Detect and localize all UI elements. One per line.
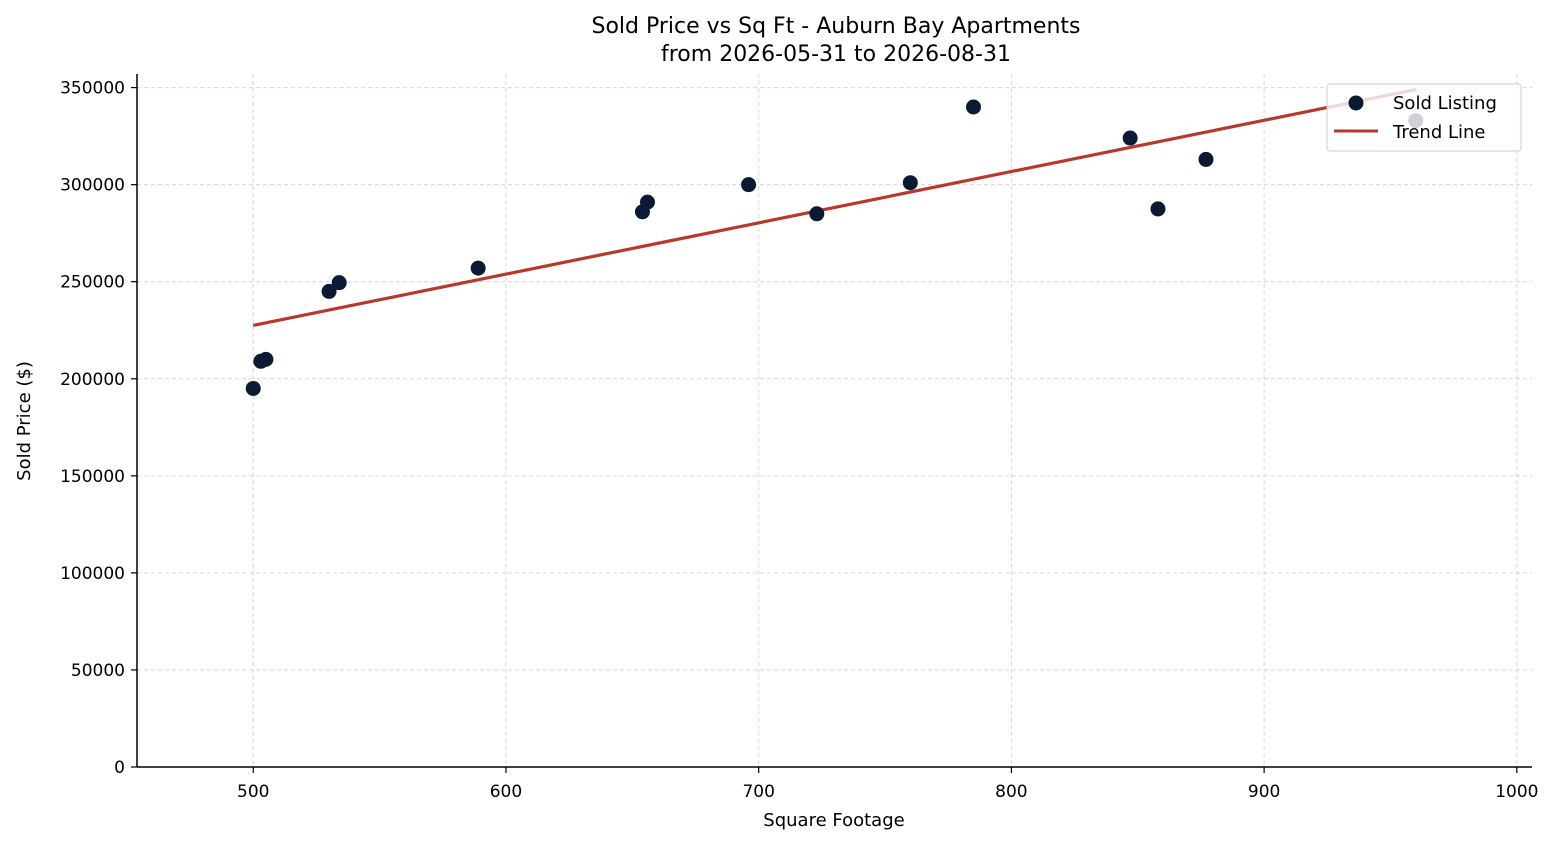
y-axis-ticks: 0 50000 100000 150000 200000 250000 300000 3500… [60, 79, 137, 778]
sold-listing-point-5 [331, 275, 347, 291]
sold-listing-point-6 [470, 260, 486, 276]
y-tick-label-100000: 100000 [60, 564, 125, 584]
scatter-points [245, 99, 1424, 396]
x-axis-ticks: 500 600 700 800 900 1000 [237, 767, 1538, 802]
x-tick-label-800: 800 [995, 782, 1027, 802]
sold-listing-point-15 [1198, 151, 1214, 167]
x-tick-label-1000: 1000 [1495, 782, 1538, 802]
chart-title: Sold Price vs Sq Ft - Auburn Bay Apartme… [591, 14, 1080, 39]
legend-marker-sold-listing [1348, 95, 1364, 111]
y-tick-label-350000: 350000 [60, 79, 125, 99]
x-tick-label-700: 700 [742, 782, 774, 802]
sold-listing-point-13 [1122, 130, 1138, 146]
sold-listing-point-4 [321, 283, 337, 299]
y-tick-label-150000: 150000 [60, 467, 125, 487]
sold-listing-point-9 [741, 177, 757, 193]
trend-line-layer [252, 87, 1417, 327]
sold-listing-point-10 [809, 206, 825, 222]
sold-listing-point-12 [965, 99, 981, 115]
sold-listing-point-14 [1150, 201, 1166, 217]
sold-listing-point-3 [258, 351, 274, 367]
x-tick-label-600: 600 [490, 782, 522, 802]
x-tick-label-900: 900 [1248, 782, 1280, 802]
legend-label-trend-line: Trend Line [1392, 122, 1486, 143]
y-tick-label-250000: 250000 [60, 273, 125, 293]
legend: Sold Listing Trend Line [1326, 83, 1522, 152]
legend-box [1326, 83, 1522, 152]
y-axis-label: Sold Price ($) [14, 361, 35, 481]
y-tick-label-300000: 300000 [60, 176, 125, 196]
y-tick-label-200000: 200000 [60, 370, 125, 390]
chart-subtitle: from 2026-05-31 to 2026-08-31 [661, 42, 1011, 67]
trend-line [252, 87, 1417, 327]
x-axis-label: Square Footage [763, 810, 904, 831]
grid-lines [137, 74, 1532, 768]
sold-listing-point-8 [639, 194, 655, 210]
legend-label-sold-listing: Sold Listing [1393, 93, 1497, 114]
y-tick-label-50000: 50000 [71, 661, 125, 681]
sold-listing-point-11 [902, 175, 918, 191]
sold-listing-point-1 [245, 380, 261, 396]
x-tick-label-500: 500 [237, 782, 269, 802]
axes [136, 74, 1532, 768]
y-tick-label-0: 0 [114, 758, 125, 778]
